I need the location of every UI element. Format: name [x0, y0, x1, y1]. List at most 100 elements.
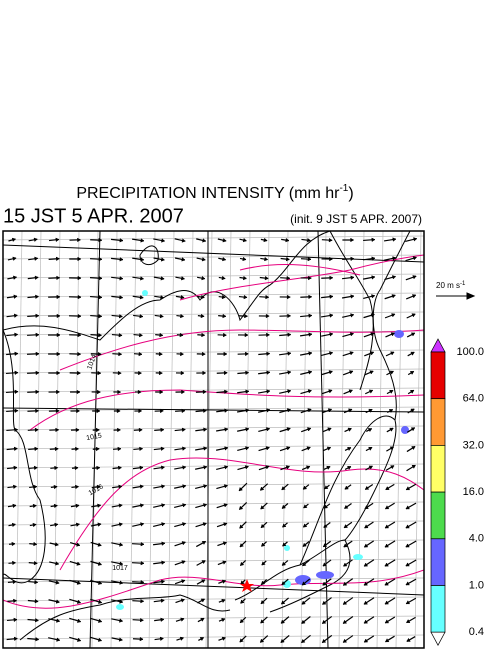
colorbar-segment [430, 491, 446, 540]
wind-arrow-head [95, 427, 100, 433]
wind-arrow-head [264, 256, 269, 262]
wind-arrow-head [35, 617, 39, 623]
wind-arrow-head [238, 505, 244, 510]
wind-arrow-head [266, 370, 271, 375]
wind-arrow-head [259, 486, 265, 491]
wind-arrow-head [98, 332, 103, 338]
wind-arrow-head [329, 313, 334, 318]
wind-arrow-head [363, 581, 368, 586]
wind-arrow-head [35, 370, 40, 376]
wind-arrow-head [245, 389, 250, 394]
wind-arrow-head [238, 486, 243, 492]
wind-arrow-head [139, 446, 144, 452]
wind-arrow-head [371, 237, 376, 243]
wind-scale-text: 20 m s [436, 281, 460, 290]
wind-arrow-head [221, 275, 226, 281]
colorbar-label: 16.0 [463, 486, 484, 498]
wind-arrow-head [347, 465, 352, 470]
wind-arrow-head [56, 275, 61, 281]
wind-arrow-head [406, 619, 411, 623]
wind-vectors [5, 237, 418, 644]
wind-arrow-head [326, 446, 332, 451]
wind-arrow-head [119, 561, 124, 566]
colorbar: 100.0 64.0 32.0 16.0 4.0 1.0 0.4 [430, 338, 484, 646]
wind-arrow-head [139, 465, 144, 470]
wind-arrow-head [140, 522, 145, 527]
wind-arrow-head [77, 370, 81, 376]
wind-arrow-head [281, 504, 287, 509]
wind-arrow-head [389, 427, 394, 432]
wind-arrow-head [161, 579, 166, 584]
wind-arrow-head [13, 598, 18, 604]
wind-arrow-head [322, 562, 327, 567]
wind-arrow-head [199, 637, 205, 642]
wind-arrow-head [118, 484, 123, 489]
wind-arrow-head [203, 427, 208, 432]
wind-arrow-head [244, 313, 249, 319]
wind-arrow-head [12, 275, 18, 280]
graticule-line [3, 273, 424, 279]
wind-arrow-head [200, 313, 205, 319]
precip-cell [353, 554, 363, 560]
wind-arrow-head [139, 503, 145, 508]
wind-arrow-head [98, 237, 103, 243]
wind-arrow-head [224, 389, 229, 395]
wind-arrow-head [203, 465, 208, 470]
wind-arrow-head [342, 638, 348, 643]
wind-arrow-head [11, 541, 16, 547]
wind-arrow-head [350, 256, 355, 262]
colorbar-segment [430, 538, 446, 586]
wind-arrow-head [75, 427, 80, 433]
wind-arrow-head [222, 541, 228, 546]
wind-arrow-head [281, 580, 286, 586]
wind-arrow-head [55, 561, 60, 566]
wind-arrow-head [160, 598, 165, 603]
wind-arrow-head [245, 427, 250, 432]
wind-arrow-head [349, 370, 354, 375]
wind-arrow-head [413, 237, 418, 242]
wind-arrow-head [281, 561, 287, 566]
graticule-line [3, 330, 424, 336]
wind-arrow-head [349, 351, 354, 356]
wind-arrow-head [329, 332, 334, 337]
wind-arrow-head [223, 332, 227, 338]
colorbar-segment [430, 398, 446, 446]
wind-arrow-head [329, 256, 333, 262]
wind-arrow-head [224, 427, 229, 432]
wind-arrow-head [140, 276, 145, 281]
wind-arrow-head [159, 313, 164, 319]
wind-arrow-head [285, 237, 290, 243]
wind-arrow-head [74, 465, 79, 471]
wind-arrow-head [97, 618, 103, 623]
wind-arrow-head [201, 541, 207, 545]
wind-arrow-head [202, 408, 207, 414]
graticule-line [34, 231, 42, 648]
map-frame [2, 230, 425, 649]
wind-arrow-head [202, 370, 207, 376]
graticule-line [3, 482, 424, 488]
wind-arrow-head [285, 256, 290, 262]
wind-arrow-head [119, 542, 124, 547]
wind-arrow-head [56, 351, 61, 357]
wind-arrow-head [98, 294, 103, 300]
wind-arrow-head [280, 638, 285, 643]
wind-arrow-head [33, 484, 38, 490]
wind-arrow-head [96, 484, 101, 490]
wind-arrow-head [76, 599, 82, 604]
wind-arrow-head [161, 541, 166, 546]
wind-arrow-head [181, 257, 186, 262]
wind-arrow-head [287, 332, 292, 338]
wind-arrow-head [56, 389, 60, 395]
wind-arrow-head [161, 484, 166, 489]
colorbar-label: 0.4 [469, 626, 484, 638]
wind-arrow-head [350, 237, 355, 243]
wind-arrow-head [77, 237, 81, 243]
wind-arrow-head [13, 465, 18, 471]
wind-arrow-head [221, 617, 226, 623]
wind-arrow-head [350, 294, 355, 299]
wind-arrow-head [77, 351, 82, 357]
precip-cell [295, 575, 311, 585]
wind-arrow-head [12, 560, 17, 566]
wind-arrow-head [370, 313, 375, 318]
wind-arrow-head [14, 370, 19, 376]
